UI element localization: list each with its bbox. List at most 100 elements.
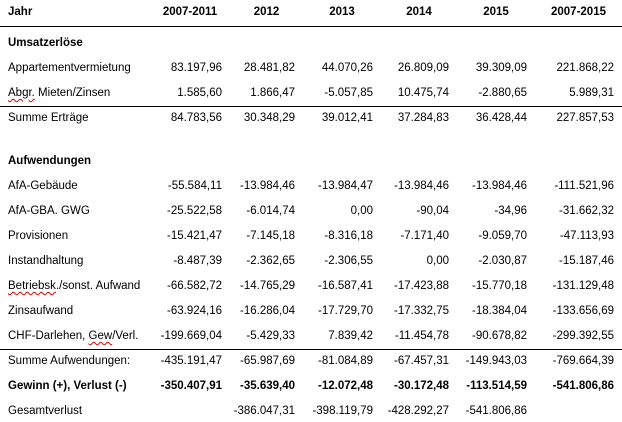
cell-value xyxy=(230,26,303,56)
cell-value: -15.421,47 xyxy=(167,230,222,242)
table-row: Instandhaltung -8.487,39 -2.362,65 -2.306,5… xyxy=(0,249,622,274)
cell-value: -5.429,33 xyxy=(230,324,303,350)
table-row: AfA-GBA. GWG -25.522,58 -6.014,74 0,00 -90,0… xyxy=(0,199,622,224)
cell-value: -11.454,78 xyxy=(381,324,457,350)
cell-value: -55.584,11 xyxy=(167,180,222,192)
cell-value: 44.070,26 xyxy=(321,62,373,74)
cell-value: -769.664,39 xyxy=(552,355,614,368)
cell-value: -13.984,46 xyxy=(240,180,295,192)
cell-value: -8.487,39 xyxy=(173,255,222,267)
cell-value: -386.047,31 xyxy=(233,405,295,417)
cell-value: -66.582,72 xyxy=(167,280,222,292)
cell-value: -17.423,88 xyxy=(394,280,449,292)
cell-value: -2.362,65 xyxy=(246,255,295,267)
cell-value: 0,00 xyxy=(426,255,449,267)
cell-value: -13.984,46 xyxy=(472,180,527,192)
misspelled-word: Gew xyxy=(88,329,113,342)
cell-value: -5.057,85 xyxy=(303,81,381,107)
cell-value: 10.475,74 xyxy=(381,81,457,107)
header-row: Jahr 2007-2011 2012 2013 2014 2015 2007-2015 xyxy=(0,0,622,27)
cell-value: -7.171,40 xyxy=(400,230,449,242)
cell-value xyxy=(150,131,230,174)
row-label: Gesamtverlust xyxy=(8,405,83,417)
row-label: Aufwendungen xyxy=(8,155,92,167)
table-row: Gewinn (+), Verlust (-) -350.407,91 -35.63… xyxy=(0,374,622,399)
table-row: Provisionen -15.421,47 -7.145,18 -8.316,18 -… xyxy=(0,224,622,249)
cell-value: 83.197,96 xyxy=(170,62,222,74)
cell-value: -111.521,96 xyxy=(554,180,614,192)
cell-value: -30.172,48 xyxy=(394,380,449,392)
cell-value xyxy=(230,131,303,174)
row-label: Summe Erträge xyxy=(8,112,89,125)
cell-value: 1.866,47 xyxy=(230,81,303,107)
cell-value: -17.332,75 xyxy=(394,305,449,317)
cell-value: -47.113,93 xyxy=(559,230,614,242)
cell-value: -18.384,04 xyxy=(472,305,527,317)
row-label: Summe Aufwendungen: xyxy=(8,355,131,368)
table-header: Jahr 2007-2011 2012 2013 2014 2015 2007-2015 xyxy=(0,0,622,27)
section-row: Umsatzerlöse xyxy=(0,26,622,56)
cell-value: -9.059,70 xyxy=(478,230,527,242)
cell-value: -67.457,31 xyxy=(394,355,449,368)
cell-value xyxy=(535,399,622,422)
year-column-header: 2014 xyxy=(381,0,457,27)
cell-value: -2.306,55 xyxy=(324,255,373,267)
year-column-header: 2015 xyxy=(457,0,535,27)
row-label: Abgr. Mieten/Zinsen xyxy=(0,81,150,107)
cell-value: -14.765,29 xyxy=(240,280,295,292)
cell-value: -435.191,47 xyxy=(160,355,222,368)
cell-value: -2.880,65 xyxy=(457,81,535,107)
cell-value: 1.585,60 xyxy=(150,81,230,107)
cell-value: -541.806,86 xyxy=(552,380,614,392)
cell-value: -63.924,16 xyxy=(167,305,222,317)
cell-value xyxy=(535,131,622,174)
table-row: AfA-Gebäude -55.584,11 -13.984,46 -13.984,4… xyxy=(0,174,622,199)
year-column-header: 2007-2015 xyxy=(535,0,622,27)
table-row: Betriebsk./sonst. Aufwand -66.582,72 -14.7… xyxy=(0,274,622,299)
cell-value: 7.839,42 xyxy=(303,324,381,350)
cell-value: -113.514,59 xyxy=(466,380,527,392)
section-row: Aufwendungen xyxy=(0,131,622,174)
year-column-header: 2012 xyxy=(230,0,303,27)
table-body: Umsatzerlöse Appartementvermietung 83.197,… xyxy=(0,26,622,422)
cell-value: 221.868,22 xyxy=(556,62,614,74)
cell-value: 30.348,29 xyxy=(243,112,295,125)
cell-value: -13.984,47 xyxy=(318,180,373,192)
cell-value: -34,96 xyxy=(494,205,527,217)
cell-value: -35.639,40 xyxy=(240,380,295,392)
cell-value: -6.014,74 xyxy=(246,205,295,217)
cell-value: 0,00 xyxy=(350,205,373,217)
cell-value: -2.030,87 xyxy=(478,255,527,267)
cell-value: -17.729,70 xyxy=(318,305,373,317)
row-label: CHF-Darlehen, Gew/Verl. xyxy=(0,324,150,350)
cell-value xyxy=(457,26,535,56)
year-column-header: 2013 xyxy=(303,0,381,27)
cell-value: -81.084,89 xyxy=(318,355,373,368)
cell-value: 39.012,41 xyxy=(321,112,373,125)
row-label: Instandhaltung xyxy=(8,255,84,267)
row-label: AfA-GBA. GWG xyxy=(8,205,90,217)
cell-value: -131.129,48 xyxy=(552,280,614,292)
table-row: CHF-Darlehen, Gew/Verl. -199.669,04 -5.429… xyxy=(0,324,622,350)
cell-value: -25.522,58 xyxy=(167,205,222,217)
cell-value xyxy=(535,26,622,56)
cell-value: -8.316,18 xyxy=(324,230,373,242)
table-row: Gesamtverlust -386.047,31 -398.119,79 -428.… xyxy=(0,399,622,422)
cell-value: 39.309,09 xyxy=(475,62,527,74)
cell-value: -541.806,86 xyxy=(465,405,527,417)
cell-value: -398.119,79 xyxy=(312,405,373,417)
cell-value: -16.286,04 xyxy=(240,305,295,317)
row-label: Umsatzerlöse xyxy=(8,36,83,49)
cell-value: -15.187,46 xyxy=(559,255,614,267)
cell-value: 36.428,44 xyxy=(475,112,527,125)
cell-value: -90.678,82 xyxy=(457,324,535,350)
cell-value: 227.857,53 xyxy=(556,112,614,125)
row-label: Zinsaufwand xyxy=(8,305,74,317)
table-row: Abgr. Mieten/Zinsen 1.585,60 1.866,47 -5.05… xyxy=(0,81,622,107)
cell-value: 28.481,82 xyxy=(243,62,295,74)
row-label-column-header: Jahr xyxy=(0,0,150,27)
cell-value: 84.783,56 xyxy=(170,112,222,125)
row-label: Provisionen xyxy=(8,230,69,242)
row-label: AfA-Gebäude xyxy=(8,180,78,192)
cell-value xyxy=(150,26,230,56)
